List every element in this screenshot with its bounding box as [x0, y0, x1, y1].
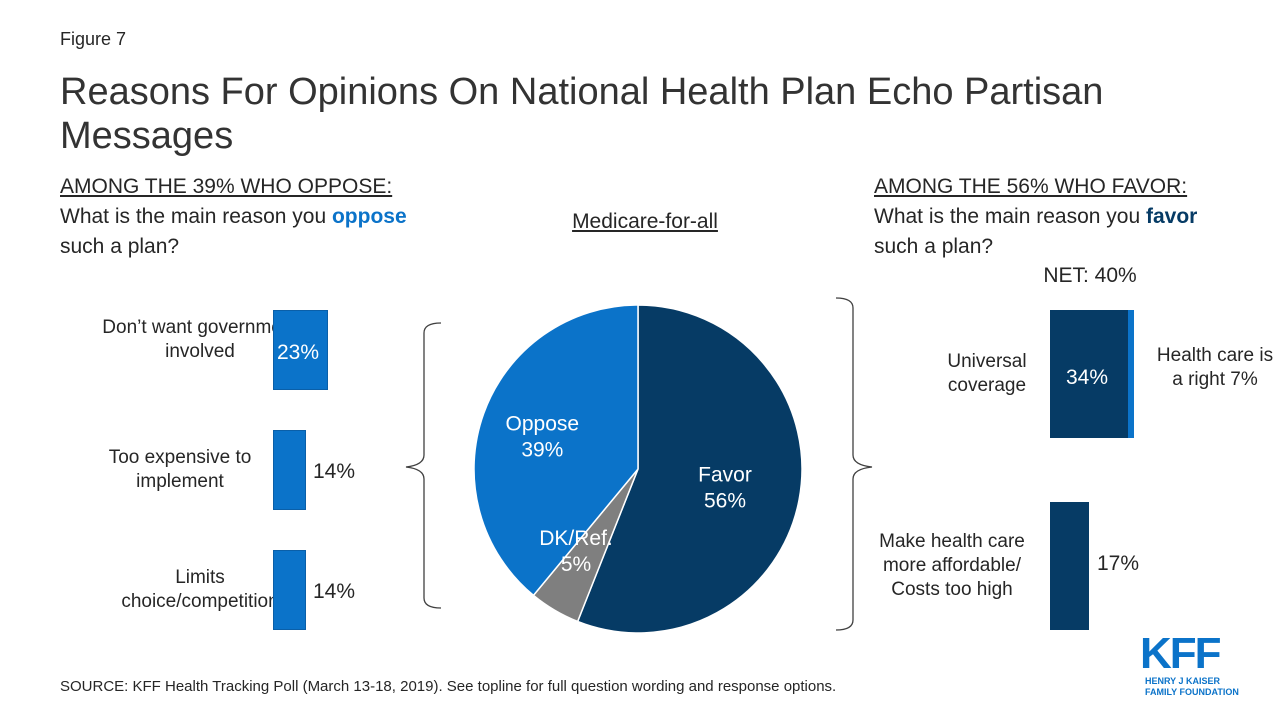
chart-title: Reasons For Opinions On National Health …: [60, 71, 1104, 157]
net-label: NET: 40%: [1043, 264, 1137, 287]
kff-logo-subline: HENRY J KAISER: [1145, 676, 1221, 686]
left-brace: [405, 322, 442, 609]
left-question-underlined: AMONG THE 39% WHO OPPOSE:: [60, 175, 393, 198]
right-question-pre: What is the main reason you: [874, 205, 1146, 228]
oppose-category-label: Too expensive to implement: [108, 447, 252, 492]
favor-bar-afford: [1050, 502, 1089, 630]
right-question-underlined: AMONG THE 56% WHO FAVOR:: [874, 175, 1188, 198]
favor-value-label: 17%: [1097, 552, 1140, 575]
left-question-post: such a plan?: [60, 235, 180, 258]
favor-category-label: Make health care more affordable/ Costs …: [879, 531, 1025, 600]
figure-label: Figure 7: [60, 29, 127, 49]
right-question-emph: favor: [1145, 205, 1198, 228]
oppose-category-label: Limits choice/competition: [121, 567, 279, 612]
favor-segment-label: Health care is a right 7%: [1156, 345, 1274, 390]
pie-slice-label: DK/Ref.: [539, 527, 613, 550]
source-note: SOURCE: KFF Health Tracking Poll (March …: [60, 678, 837, 695]
oppose-bar: [273, 430, 307, 510]
pie-slice-value: 5%: [561, 553, 591, 576]
pie-title: Medicare-for-all: [572, 210, 718, 233]
right-question: AMONG THE 56% WHO FAVOR: What is the mai…: [874, 172, 1234, 262]
kff-logo-subline: FAMILY FOUNDATION: [1145, 687, 1239, 697]
pie-slice-label: Favor: [698, 464, 752, 487]
oppose-category-label: Don’t want government involved: [102, 317, 298, 362]
kff-logo-subtext: HENRY J KAISER FAMILY FOUNDATION: [1145, 676, 1245, 698]
oppose-value-label: 14%: [313, 580, 356, 603]
favor-bar-right: [1128, 310, 1134, 438]
pie-slice-value: 56%: [704, 490, 746, 513]
right-question-post: such a plan?: [874, 235, 994, 258]
pie-slice-favor: [576, 304, 803, 634]
pie-slice-value: 39%: [521, 439, 563, 462]
oppose-bar: [273, 550, 307, 630]
kff-logo: KFF: [1140, 629, 1222, 678]
favor-value-label: 34%: [1066, 366, 1109, 389]
favor-bar-universal: [1050, 310, 1128, 438]
left-question: AMONG THE 39% WHO OPPOSE: What is the ma…: [60, 172, 440, 262]
right-brace: [835, 297, 873, 631]
favor-category-label: Universal coverage: [947, 351, 1027, 396]
pie-slice-oppose: [473, 304, 639, 597]
left-question-pre: What is the main reason you: [60, 205, 332, 228]
oppose-value-label: 14%: [313, 460, 356, 483]
oppose-bar: [273, 310, 328, 390]
oppose-value-label: 23%: [277, 341, 320, 364]
left-question-emph: oppose: [331, 205, 407, 228]
pie-slice-label: Oppose: [506, 413, 580, 436]
